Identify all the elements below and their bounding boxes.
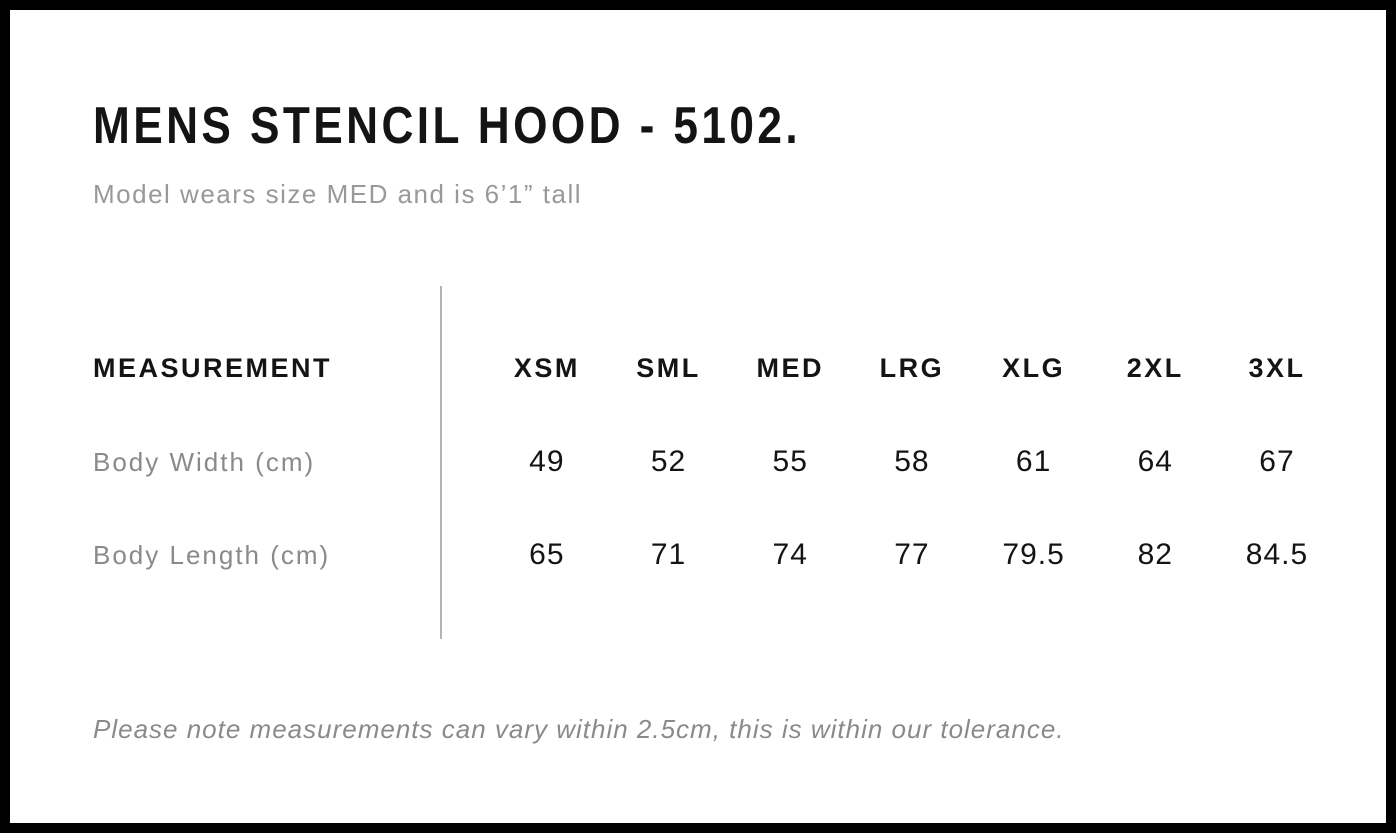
body-width-value-xlg: 61 (1015, 444, 1052, 478)
body-length-value-med: 74 (772, 537, 808, 571)
body-length-value-3xl: 84.5 (1245, 537, 1309, 571)
size-guide-content: MENS STENCIL HOOD - 5102. Model wears si… (10, 100, 1386, 742)
tolerance-note: Please note measurements can vary within… (93, 714, 1065, 744)
size-header-3xl: 3XL (1248, 353, 1306, 383)
table-row-body-length: Body Length (cm) 65 71 74 77 79.5 82 84.… (93, 508, 1338, 601)
size-header-med: MED (756, 353, 824, 383)
body-width-value-2xl: 64 (1137, 444, 1173, 478)
size-chart-table: MEASUREMENT XSM SML MED LRG XLG 2XL 3XL … (93, 286, 1338, 639)
model-size-note: Model wears size MED and is 6’1” tall (93, 179, 582, 209)
size-header-xlg: XLG (1002, 353, 1066, 383)
body-width-value-med: 55 (772, 444, 808, 478)
size-header-lrg: LRG (879, 353, 945, 383)
row-label-body-width: Body Width (cm) (93, 446, 316, 477)
body-length-value-lrg: 77 (894, 537, 930, 571)
body-length-value-xsm: 65 (529, 537, 565, 571)
size-header-2xl: 2XL (1126, 353, 1184, 383)
body-width-value-sml: 52 (650, 444, 687, 478)
size-chart-header-row: MEASUREMENT XSM SML MED LRG XLG 2XL 3XL (93, 322, 1338, 415)
body-length-value-2xl: 82 (1137, 537, 1173, 571)
column-divider (440, 286, 442, 639)
body-width-value-lrg: 58 (894, 444, 930, 478)
row-label-body-length: Body Length (cm) (93, 539, 331, 570)
table-row-body-width: Body Width (cm) 49 52 55 58 61 64 67 (93, 415, 1338, 508)
body-width-value-3xl: 67 (1259, 444, 1295, 478)
body-width-value-xsm: 49 (529, 444, 565, 478)
body-length-value-xlg: 79.5 (1002, 537, 1065, 571)
size-header-sml: SML (636, 353, 701, 383)
measurement-column-header: MEASUREMENT (93, 353, 333, 383)
body-length-value-sml: 71 (650, 537, 687, 571)
page-title: MENS STENCIL HOOD - 5102. (93, 97, 802, 155)
size-header-xsm: XSM (513, 353, 580, 383)
